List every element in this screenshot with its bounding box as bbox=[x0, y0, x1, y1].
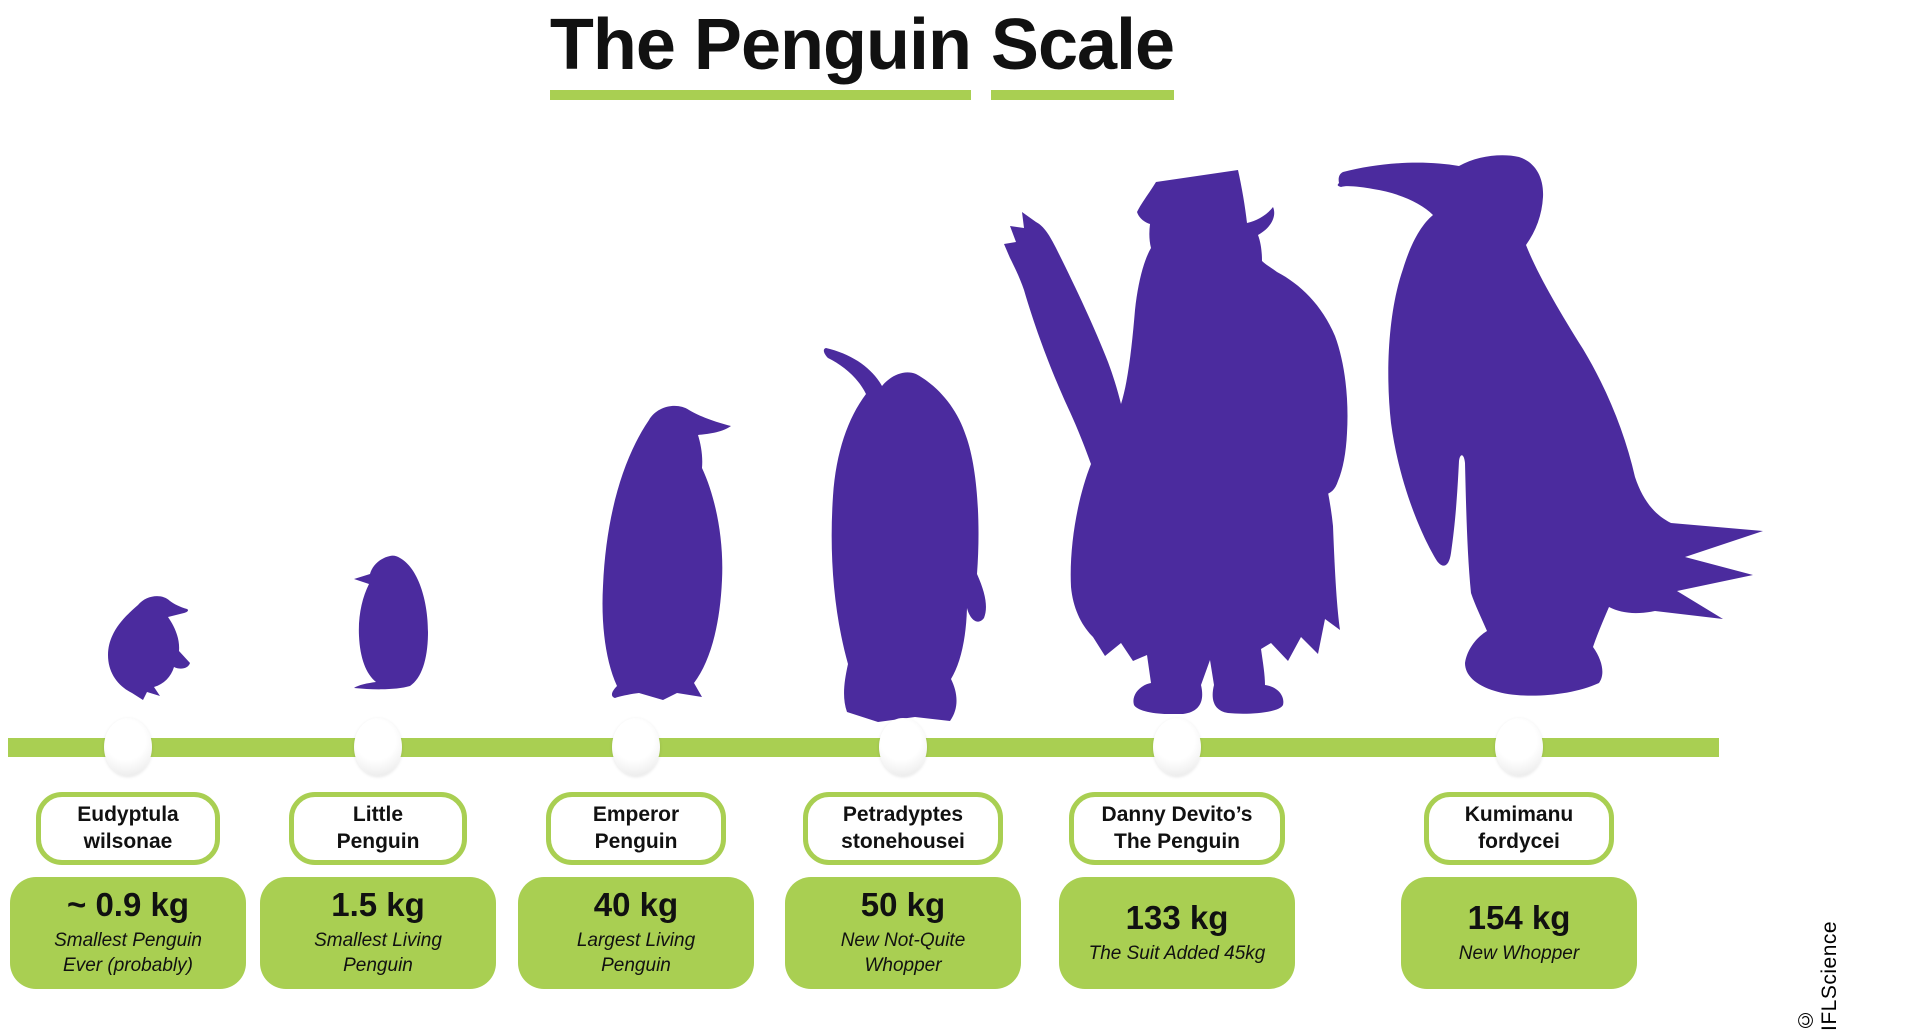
weight-note: The Suit Added 45kg bbox=[1088, 942, 1266, 964]
iflscience-credit: © IFLScience bbox=[1794, 920, 1841, 1031]
weight-value: 154 kg bbox=[1467, 898, 1571, 936]
scale-dot bbox=[1153, 718, 1201, 776]
weight-value: ~ 0.9 kg bbox=[67, 886, 189, 924]
species-name: Petradyptes stonehousei bbox=[841, 803, 965, 854]
weight-value: 1.5 kg bbox=[331, 886, 425, 924]
weight-card: 1.5 kg Smallest Living Penguin bbox=[260, 876, 496, 989]
penguin-silhouette-kumimanu-fordycei bbox=[1337, 155, 1763, 696]
weight-card: 133 kg The Suit Added 45kg bbox=[1059, 876, 1295, 989]
weight-note: Smallest Penguin Ever (probably) bbox=[54, 930, 202, 977]
penguin-column-petradyptes-stonehousei: Petradyptes stonehousei 50 kg New Not-Qu… bbox=[785, 792, 1021, 989]
species-name: Emperor Penguin bbox=[592, 803, 680, 854]
penguin-silhouette-eudyptula-wilsonae bbox=[108, 596, 190, 700]
page-title: The Penguin Scale bbox=[0, 4, 1724, 100]
scale-bar bbox=[8, 738, 1719, 757]
species-name-card: Little Penguin bbox=[289, 792, 467, 865]
penguin-silhouette-little-penguin bbox=[354, 555, 428, 690]
penguin-column-eudyptula-wilsonae: Eudyptula wilsonae ~ 0.9 kg Smallest Pen… bbox=[10, 792, 246, 989]
species-name: Danny Devito’s The Penguin bbox=[1101, 803, 1253, 854]
weight-value: 133 kg bbox=[1125, 898, 1229, 936]
penguin-silhouette-emperor-penguin bbox=[602, 405, 731, 700]
species-name: Eudyptula wilsonae bbox=[77, 803, 179, 854]
weight-note: New Not-Quite Whopper bbox=[840, 930, 966, 977]
weight-note: New Whopper bbox=[1458, 942, 1580, 964]
weight-card: 50 kg New Not-Quite Whopper bbox=[785, 876, 1021, 989]
species-name-card: Petradyptes stonehousei bbox=[803, 792, 1003, 865]
penguin-column-kumimanu-fordycei: Kumimanu fordycei 154 kg New Whopper bbox=[1401, 792, 1637, 989]
penguin-column-little-penguin: Little Penguin 1.5 kg Smallest Living Pe… bbox=[260, 792, 496, 989]
title-part-2: Scale bbox=[990, 4, 1175, 100]
penguin-column-danny-devito: Danny Devito’s The Penguin 133 kg The Su… bbox=[1059, 792, 1295, 989]
species-name-card: Eudyptula wilsonae bbox=[36, 792, 220, 865]
penguin-silhouette-danny-devito-penguin bbox=[1004, 170, 1348, 714]
title-part-1: The Penguin bbox=[549, 4, 972, 100]
scale-dot bbox=[1495, 718, 1543, 776]
scale-dot bbox=[879, 718, 927, 776]
weight-card: ~ 0.9 kg Smallest Penguin Ever (probably… bbox=[10, 876, 246, 989]
species-name-card: Danny Devito’s The Penguin bbox=[1069, 792, 1285, 865]
penguin-column-emperor-penguin: Emperor Penguin 40 kg Largest Living Pen… bbox=[518, 792, 754, 989]
weight-note: Largest Living Penguin bbox=[576, 930, 696, 977]
weight-value: 40 kg bbox=[593, 886, 679, 924]
species-name-card: Emperor Penguin bbox=[546, 792, 726, 865]
weight-card: 154 kg New Whopper bbox=[1401, 876, 1637, 989]
penguin-silhouette-petradyptes-stonehousei bbox=[823, 348, 986, 722]
scale-dot bbox=[104, 718, 152, 776]
species-name-card: Kumimanu fordycei bbox=[1424, 792, 1614, 865]
weight-note: Smallest Living Penguin bbox=[314, 930, 442, 977]
scale-dot bbox=[612, 718, 660, 776]
weight-card: 40 kg Largest Living Penguin bbox=[518, 876, 754, 989]
weight-value: 50 kg bbox=[860, 886, 946, 924]
species-name: Little Penguin bbox=[336, 803, 420, 854]
scale-dot bbox=[354, 718, 402, 776]
species-name: Kumimanu fordycei bbox=[1464, 803, 1574, 854]
